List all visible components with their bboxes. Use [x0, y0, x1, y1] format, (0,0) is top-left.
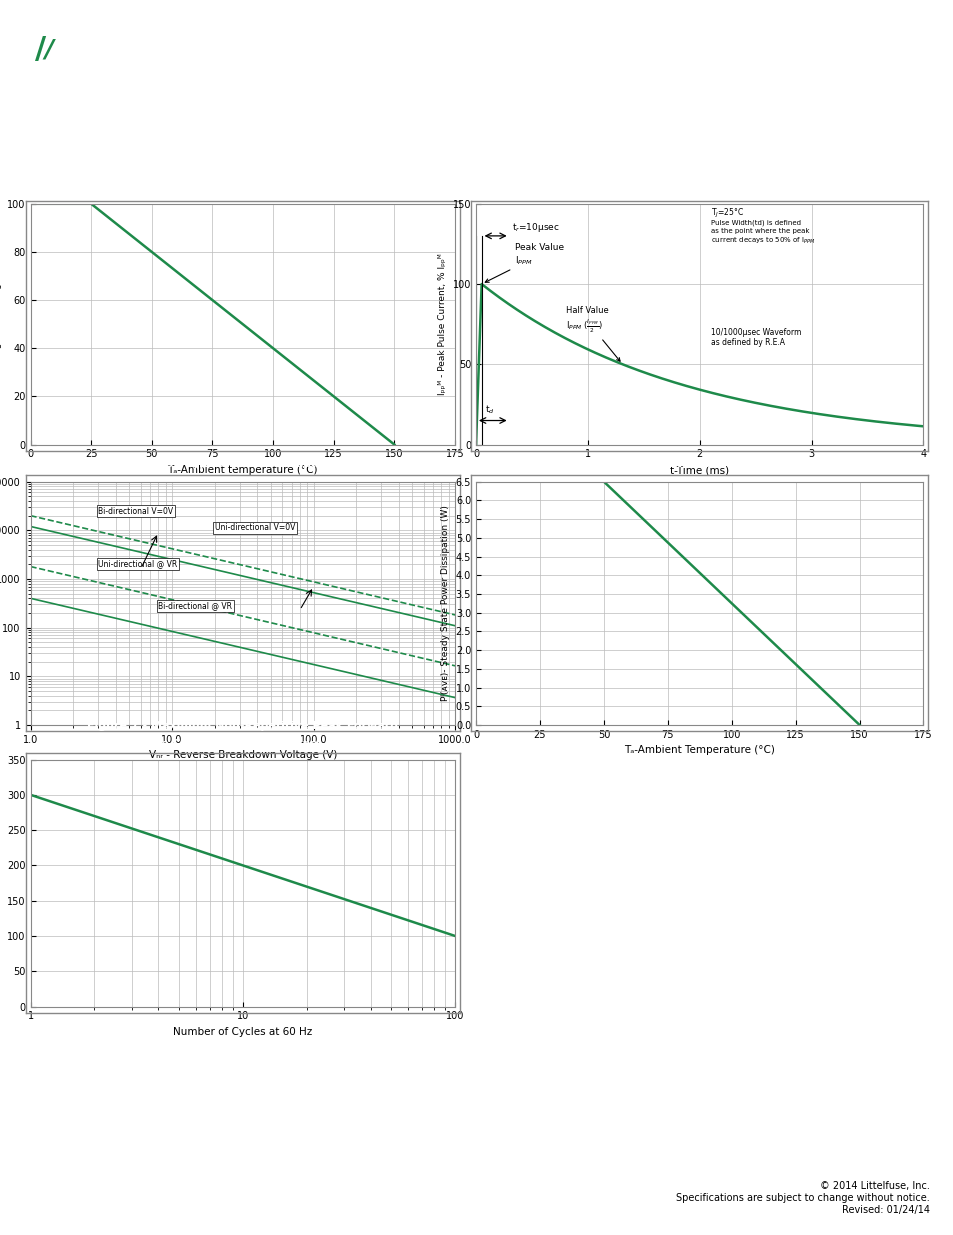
Text: Figure 4 - Pulse Waveform: Figure 4 - Pulse Waveform [617, 173, 781, 183]
Text: Ratings and Characteristic Curves (Tₐ=25°C unless otherwise noted) (Continued): Ratings and Characteristic Curves (Tₐ=25… [33, 136, 509, 146]
Text: Bi-directional V=0V: Bi-directional V=0V [98, 506, 173, 516]
Text: Littelfuse: Littelfuse [100, 20, 234, 44]
Text: Figure 6 - Steady State Power Derating Curve: Figure 6 - Steady State Power Derating C… [556, 459, 842, 469]
Text: Peak Value
I$_{PPM}$: Peak Value I$_{PPM}$ [485, 243, 564, 283]
Text: t$_r$=10μsec: t$_r$=10μsec [512, 221, 559, 235]
Text: Uni-directional @ VR: Uni-directional @ VR [98, 559, 177, 568]
Text: Figure 3 - Peak Pulse Power or Current Derating Curve: Figure 3 - Peak Pulse Power or Current D… [71, 165, 414, 175]
Text: Half Value
I$_{PPM}$ ($\frac{I_{PPM}}{2}$): Half Value I$_{PPM}$ ($\frac{I_{PPM}}{2}… [565, 306, 619, 361]
Text: Transient Voltage Suppression Diodes: Transient Voltage Suppression Diodes [319, 17, 825, 41]
X-axis label: Vₙᵣ - Reverse Breakdown Voltage (V): Vₙᵣ - Reverse Breakdown Voltage (V) [149, 750, 336, 761]
X-axis label: t-Time (ms): t-Time (ms) [670, 466, 728, 475]
Text: 10/1000μsec Waveform
as defined by R.E.A: 10/1000μsec Waveform as defined by R.E.A [710, 327, 801, 347]
Text: Expertise Applied | Answers Delivered: Expertise Applied | Answers Delivered [100, 58, 286, 69]
X-axis label: Tₐ-Ambient Temperature (°C): Tₐ-Ambient Temperature (°C) [623, 746, 775, 756]
Text: t$_d$: t$_d$ [484, 404, 495, 416]
X-axis label: Number of Cycles at 60 Hz: Number of Cycles at 60 Hz [173, 1028, 312, 1037]
X-axis label: Tₐ-Ambient temperature (°C): Tₐ-Ambient temperature (°C) [168, 466, 317, 475]
Y-axis label: Iₚₚᴹ - Peak Forward Surge Current (A): Iₚₚᴹ - Peak Forward Surge Current (A) [0, 799, 2, 967]
Text: Bi-directional @ VR: Bi-directional @ VR [158, 601, 233, 610]
Y-axis label: Iₚₚᴹ - Peak Pulse Current, % Iₚₚᴹ: Iₚₚᴹ - Peak Pulse Current, % Iₚₚᴹ [437, 253, 447, 395]
Text: T$_J$=25°C: T$_J$=25°C [710, 207, 743, 220]
Text: Surge Current  Uni-Directional Only: Surge Current Uni-Directional Only [132, 740, 354, 750]
Y-axis label: Peak Pulse Power (Pₚₚ) or Current (Iₚₚ)
Derating in Percentage %: Peak Pulse Power (Pₚₚ) or Current (Iₚₚ) … [0, 238, 2, 410]
Text: Uni-directional V=0V: Uni-directional V=0V [214, 524, 294, 532]
Text: Pulse Width(td) is defined
as the point where the peak
current decays to 50% of : Pulse Width(td) is defined as the point … [710, 220, 815, 246]
Y-axis label: Pᴵ(ᴀᴠᴇ)- Steady State Power Dissipation (W): Pᴵ(ᴀᴠᴇ)- Steady State Power Dissipation … [440, 505, 450, 701]
Text: /: / [35, 36, 46, 64]
Text: © 2014 Littelfuse, Inc.
Specifications are subject to change without notice.
Rev: © 2014 Littelfuse, Inc. Specifications a… [676, 1182, 929, 1214]
Bar [18, 17, 86, 82]
Text: /: / [44, 38, 53, 62]
Text: Figure 5 - Typical Junction Capacitance: Figure 5 - Typical Junction Capacitance [122, 459, 363, 469]
Text: Surface Mount – 5000W > 5.0SMDJ series: Surface Mount – 5000W > 5.0SMDJ series [319, 47, 665, 65]
Text: Figure 7 - Maximum Non-Repetitive Peak Forward: Figure 7 - Maximum Non-Repetitive Peak F… [87, 721, 398, 731]
Text: vs Initial Junction Temperature: vs Initial Junction Temperature [147, 188, 338, 198]
